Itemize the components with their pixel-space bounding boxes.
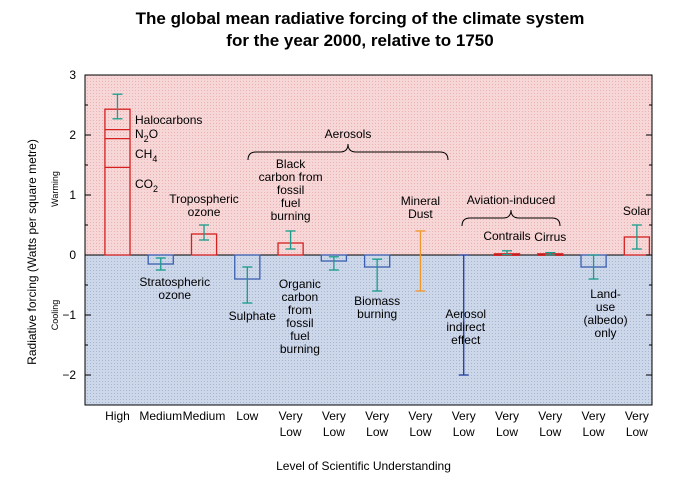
cirrus-label: Cirrus [534, 230, 566, 244]
x-tick-label: Very [625, 409, 649, 423]
aviation-brace [461, 209, 561, 227]
x-tick-label: Very [452, 409, 476, 423]
organic-carbon-label: from [288, 303, 312, 317]
x-tick-label: Very [322, 409, 346, 423]
organic-carbon-label: fuel [290, 329, 309, 343]
land-use-label: use [596, 300, 616, 314]
co2-label: CO2 [135, 177, 158, 194]
tropospheric-ozone-label: Tropospheric [169, 192, 239, 206]
y-tick-label: −1 [62, 308, 76, 322]
x-tick-label: Low [496, 425, 518, 439]
land-use-label: (albedo) [584, 313, 628, 327]
x-tick-label: Low [409, 425, 431, 439]
stratospheric-ozone-label: Stratospheric [139, 275, 210, 289]
x-tick-label: Very [408, 409, 432, 423]
organic-carbon-label: fossil [286, 316, 313, 330]
black-carbon-label: burning [271, 209, 311, 223]
y-tick-label: −2 [62, 368, 76, 382]
land-use-label: Land- [590, 287, 621, 301]
x-tick-label: Very [538, 409, 562, 423]
ch4-label: CH4 [135, 147, 157, 164]
land-use-label: only [595, 326, 617, 340]
stratospheric-ozone-label: ozone [158, 288, 191, 302]
aerosol-indirect-label: effect [451, 333, 481, 347]
cooling-region [85, 255, 652, 405]
x-tick-label: Low [539, 425, 561, 439]
y-tick-label: 3 [69, 68, 76, 82]
organic-carbon-label: burning [280, 342, 320, 356]
x-tick-label: Low [583, 425, 605, 439]
aviation-label: Aviation-induced [467, 193, 556, 207]
x-tick-label: Low [323, 425, 345, 439]
x-tick-label: Low [626, 425, 648, 439]
contrails-label: Contrails [483, 229, 530, 243]
x-tick-label: Low [453, 425, 475, 439]
black-carbon-label: carbon from [259, 170, 323, 184]
aerosol-indirect-label: indirect [446, 320, 485, 334]
n2o-label: N2O [135, 127, 158, 144]
x-tick-label: Very [365, 409, 389, 423]
x-tick-label: Medium [139, 409, 182, 423]
cooling-label: Cooling [50, 300, 60, 331]
solar-label: Solar [623, 204, 651, 218]
x-tick-label: Very [582, 409, 606, 423]
aerosol-indirect-label: Aerosol [445, 307, 486, 321]
x-tick-label: Low [366, 425, 388, 439]
chart-title-line-2: for the year 2000, relative to 1750 [226, 31, 494, 50]
sulphate-label: Sulphate [229, 309, 277, 323]
plot-frame [84, 74, 653, 406]
halocarbons-label: Halocarbons [135, 113, 202, 127]
mineral-dust-label: Dust [408, 207, 433, 221]
x-tick-label: Very [279, 409, 303, 423]
aerosols-label: Aerosols [325, 127, 372, 141]
y-tick-label: 0 [69, 248, 76, 262]
warming-region [85, 75, 652, 255]
tropospheric-ozone-label: ozone [188, 205, 221, 219]
black-carbon-label: fossil [277, 183, 304, 197]
y-tick-label: 1 [69, 188, 76, 202]
mineral-dust-label: Mineral [401, 194, 440, 208]
organic-carbon-label: Organic [279, 277, 321, 291]
x-tick-label: Medium [183, 409, 226, 423]
x-tick-label: Low [280, 425, 302, 439]
organic-carbon-label: carbon [282, 290, 319, 304]
black-carbon-label: fuel [281, 196, 300, 210]
black-carbon-label: Black [276, 157, 306, 171]
x-axis-label: Level of Scientific Understanding [276, 459, 451, 473]
x-tick-label: Low [236, 409, 258, 423]
x-tick-label: Very [495, 409, 519, 423]
biomass-burning-label: burning [357, 307, 397, 321]
chart-title: The global mean radiative forcing of the… [60, 8, 660, 52]
biomass-burning-label: Biomass [354, 294, 400, 308]
warming-label: Warming [50, 171, 60, 207]
x-tick-label: High [105, 409, 130, 423]
aerosols-brace [247, 143, 449, 161]
y-tick-label: 2 [69, 128, 76, 142]
chart-title-line-1: The global mean radiative forcing of the… [135, 9, 585, 28]
y-axis-label: Radiative forcing (Watts per square metr… [25, 139, 39, 365]
